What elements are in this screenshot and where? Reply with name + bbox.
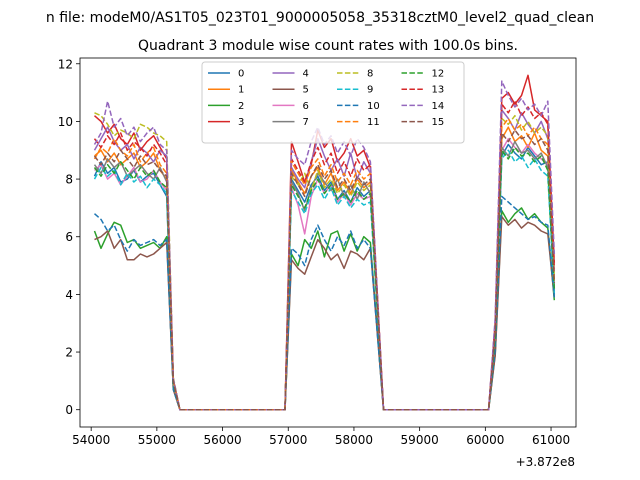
y-tick-label: 8 [65,173,73,187]
figure-suptitle: n file: modeM0/AS1T05_023T01_9000005058_… [46,10,594,26]
x-tick-label: 56000 [203,433,241,447]
x-tick-label: 57000 [269,433,307,447]
legend-item-11: 11 [337,117,380,128]
legend-item-3: 3 [208,117,244,128]
series-layer [93,74,556,411]
legend-label: 8 [367,69,373,80]
series-line-13 [93,100,556,411]
legend-label: 7 [303,117,309,128]
legend-item-8: 8 [337,69,373,80]
legend-label: 1 [238,85,244,96]
series-line-5 [94,215,556,411]
legend-item-7: 7 [272,117,309,128]
legend-item-0: 0 [208,69,244,80]
series-line-6 [94,137,556,411]
legend-item-14: 14 [401,101,445,112]
legend-item-9: 9 [337,85,373,96]
legend-box [201,61,465,144]
legend-label: 6 [303,101,309,112]
y-tick-label: 12 [58,57,73,71]
x-tick-label: 60000 [466,433,504,447]
y-axis: 0 2 4 6 8 10 12 [58,57,80,417]
legend-item-4: 4 [272,69,309,80]
x-tick-label: 54000 [72,433,110,447]
legend-item-6: 6 [272,101,309,112]
y-tick-label: 2 [65,346,73,360]
x-offset-label: +3.872e8 [516,455,575,469]
x-tick-label: 59000 [401,433,439,447]
x-tick-label: 61000 [532,433,570,447]
legend-item-13: 13 [401,85,445,96]
y-tick-label: 10 [58,115,73,129]
legend-label: 14 [432,101,445,112]
series-line-11 [93,117,556,411]
legend-item-1: 1 [208,85,244,96]
legend-label: 9 [367,85,373,96]
legend-label: 4 [303,69,309,80]
series-line-10 [94,195,556,411]
series-line-7 [93,140,556,411]
legend-item-15: 15 [401,117,445,128]
legend-label: 0 [238,69,244,80]
y-tick-label: 4 [65,288,73,302]
x-tick-label: 58000 [335,433,373,447]
series-line-2 [93,207,556,411]
legend-label: 13 [432,85,445,96]
legend-label: 5 [303,85,309,96]
series-line-4 [93,109,556,411]
legend-label: 15 [432,117,445,128]
legend-label: 11 [367,117,380,128]
legend-label: 12 [432,69,445,80]
legend-label: 3 [238,117,244,128]
legend-item-12: 12 [401,69,445,80]
y-tick-label: 6 [65,230,73,244]
y-tick-label: 0 [65,403,73,417]
chart-title: Quadrant 3 module wise count rates with … [138,38,518,54]
axes-frame [79,57,577,428]
x-axis: 54000 55000 56000 57000 58000 59000 60000 61000 [72,427,570,447]
series-line-15 [93,129,556,411]
legend-item-10: 10 [337,101,380,112]
legend-item-5: 5 [272,85,309,96]
legend-label: 2 [238,101,244,112]
x-tick-label: 55000 [138,433,176,447]
legend-item-2: 2 [208,101,244,112]
legend-label: 10 [367,101,380,112]
